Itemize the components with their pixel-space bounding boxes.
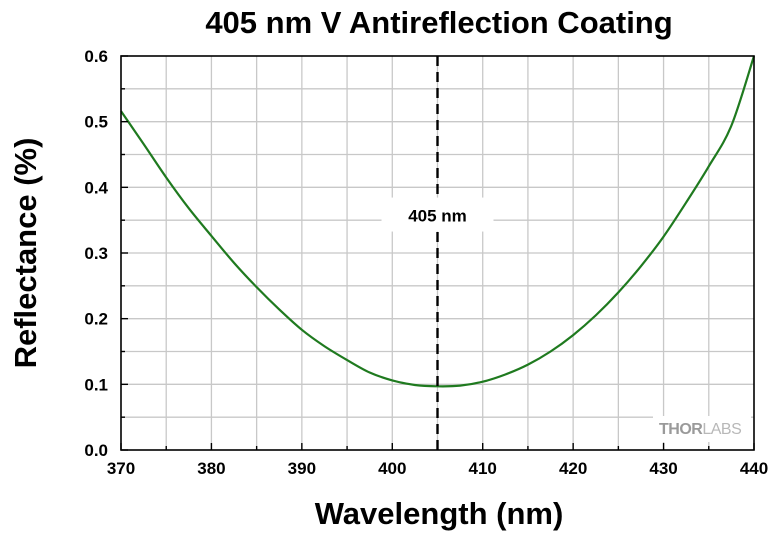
x-tick-label: 380 [197,459,225,478]
annotation-label: 405 nm [408,207,467,226]
watermark-text-thor: THOR [659,421,703,438]
annotation-layer: 405 nm [381,56,494,450]
x-tick-label: 370 [107,459,135,478]
y-tick-label: 0.6 [84,47,108,66]
x-tick-label: 430 [649,459,677,478]
thorlabs-watermark-logo: THORLABS [653,416,751,442]
x-tick-label: 400 [378,459,406,478]
series-layer [120,55,756,388]
watermark-text-labs: LABS [702,421,741,438]
x-tick-label: 390 [288,459,316,478]
y-tick-label: 0.4 [84,178,108,197]
chart-title: 405 nm V Antireflection Coating [205,5,672,40]
y-tick-label: 0.2 [84,310,108,329]
annotation-label-background [381,197,494,232]
y-tick-label: 0.3 [84,244,108,263]
y-tick-label: 0.1 [84,375,108,394]
y-tick-label: 0.5 [84,113,108,132]
y-tick-labels: 0.0 0.1 0.2 0.3 0.4 0.5 0.6 [84,47,108,460]
x-tick-label: 410 [469,459,497,478]
x-tick-label: 420 [559,459,587,478]
tick-marks [120,55,755,451]
x-tick-label: 440 [740,459,768,478]
y-tick-label: 0.0 [84,441,108,460]
svg-text:THORLABS: THORLABS [659,421,741,438]
x-tick-labels: 370 380 390 400 410 420 430 440 [107,459,768,478]
y-axis-label: Reflectance (%) [8,138,43,369]
reflectance-curve [120,55,756,388]
x-axis-label: Wavelength (nm) [315,496,564,531]
